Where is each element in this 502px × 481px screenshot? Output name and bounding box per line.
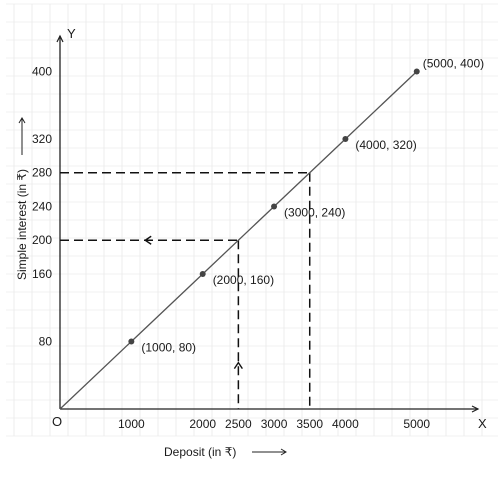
y-tick-label: 240 xyxy=(32,199,52,213)
axes-layer xyxy=(56,34,480,413)
data-point xyxy=(199,270,206,277)
x-axis-label: Deposit (in ₹) xyxy=(164,445,236,459)
y-tick-label: 280 xyxy=(32,166,52,180)
data-label: (3000, 240) xyxy=(284,205,345,219)
x-tick-label: 4000 xyxy=(332,417,359,431)
y-tick-label: 200 xyxy=(32,233,52,247)
data-point xyxy=(271,203,278,210)
data-label: (5000, 400) xyxy=(423,56,484,70)
label-layer: Y X O Deposit (in ₹) Simple interest (in… xyxy=(15,26,487,459)
x-tick-label: 5000 xyxy=(403,417,430,431)
series-line xyxy=(59,71,418,410)
x-tick-label: 1000 xyxy=(118,417,145,431)
y-axis-label: Simple interest (in ₹) xyxy=(15,169,29,280)
reference-lines-layer xyxy=(60,171,311,409)
x-axis-arrowhead xyxy=(471,405,480,413)
x-tick-label: 3000 xyxy=(261,417,288,431)
y-tick-label: 320 xyxy=(32,132,52,146)
y-tick-label: 80 xyxy=(39,334,53,348)
x-tick-label: 2000 xyxy=(189,417,216,431)
y-axis-letter: Y xyxy=(67,26,76,41)
up-arrowhead xyxy=(233,361,243,370)
data-point xyxy=(128,338,135,345)
data-point xyxy=(413,68,420,75)
grid-layer xyxy=(6,3,498,437)
data-label: (2000, 160) xyxy=(213,273,274,287)
x-axis-letter: X xyxy=(478,416,487,431)
y-tick-label: 400 xyxy=(32,64,52,78)
data-label: (1000, 80) xyxy=(141,340,196,354)
x-tick-label: 2500 xyxy=(225,417,252,431)
y-tick-label: 160 xyxy=(32,267,52,281)
origin-label: O xyxy=(52,414,62,429)
series-layer xyxy=(59,68,420,410)
data-label: (4000, 320) xyxy=(355,138,416,152)
y-axis-arrowhead xyxy=(56,34,64,43)
data-point xyxy=(342,135,349,142)
y-label-arrow xyxy=(18,117,26,155)
x-label-arrow xyxy=(252,448,287,456)
left-arrowhead xyxy=(143,235,152,245)
x-tick-label: 3500 xyxy=(296,417,323,431)
